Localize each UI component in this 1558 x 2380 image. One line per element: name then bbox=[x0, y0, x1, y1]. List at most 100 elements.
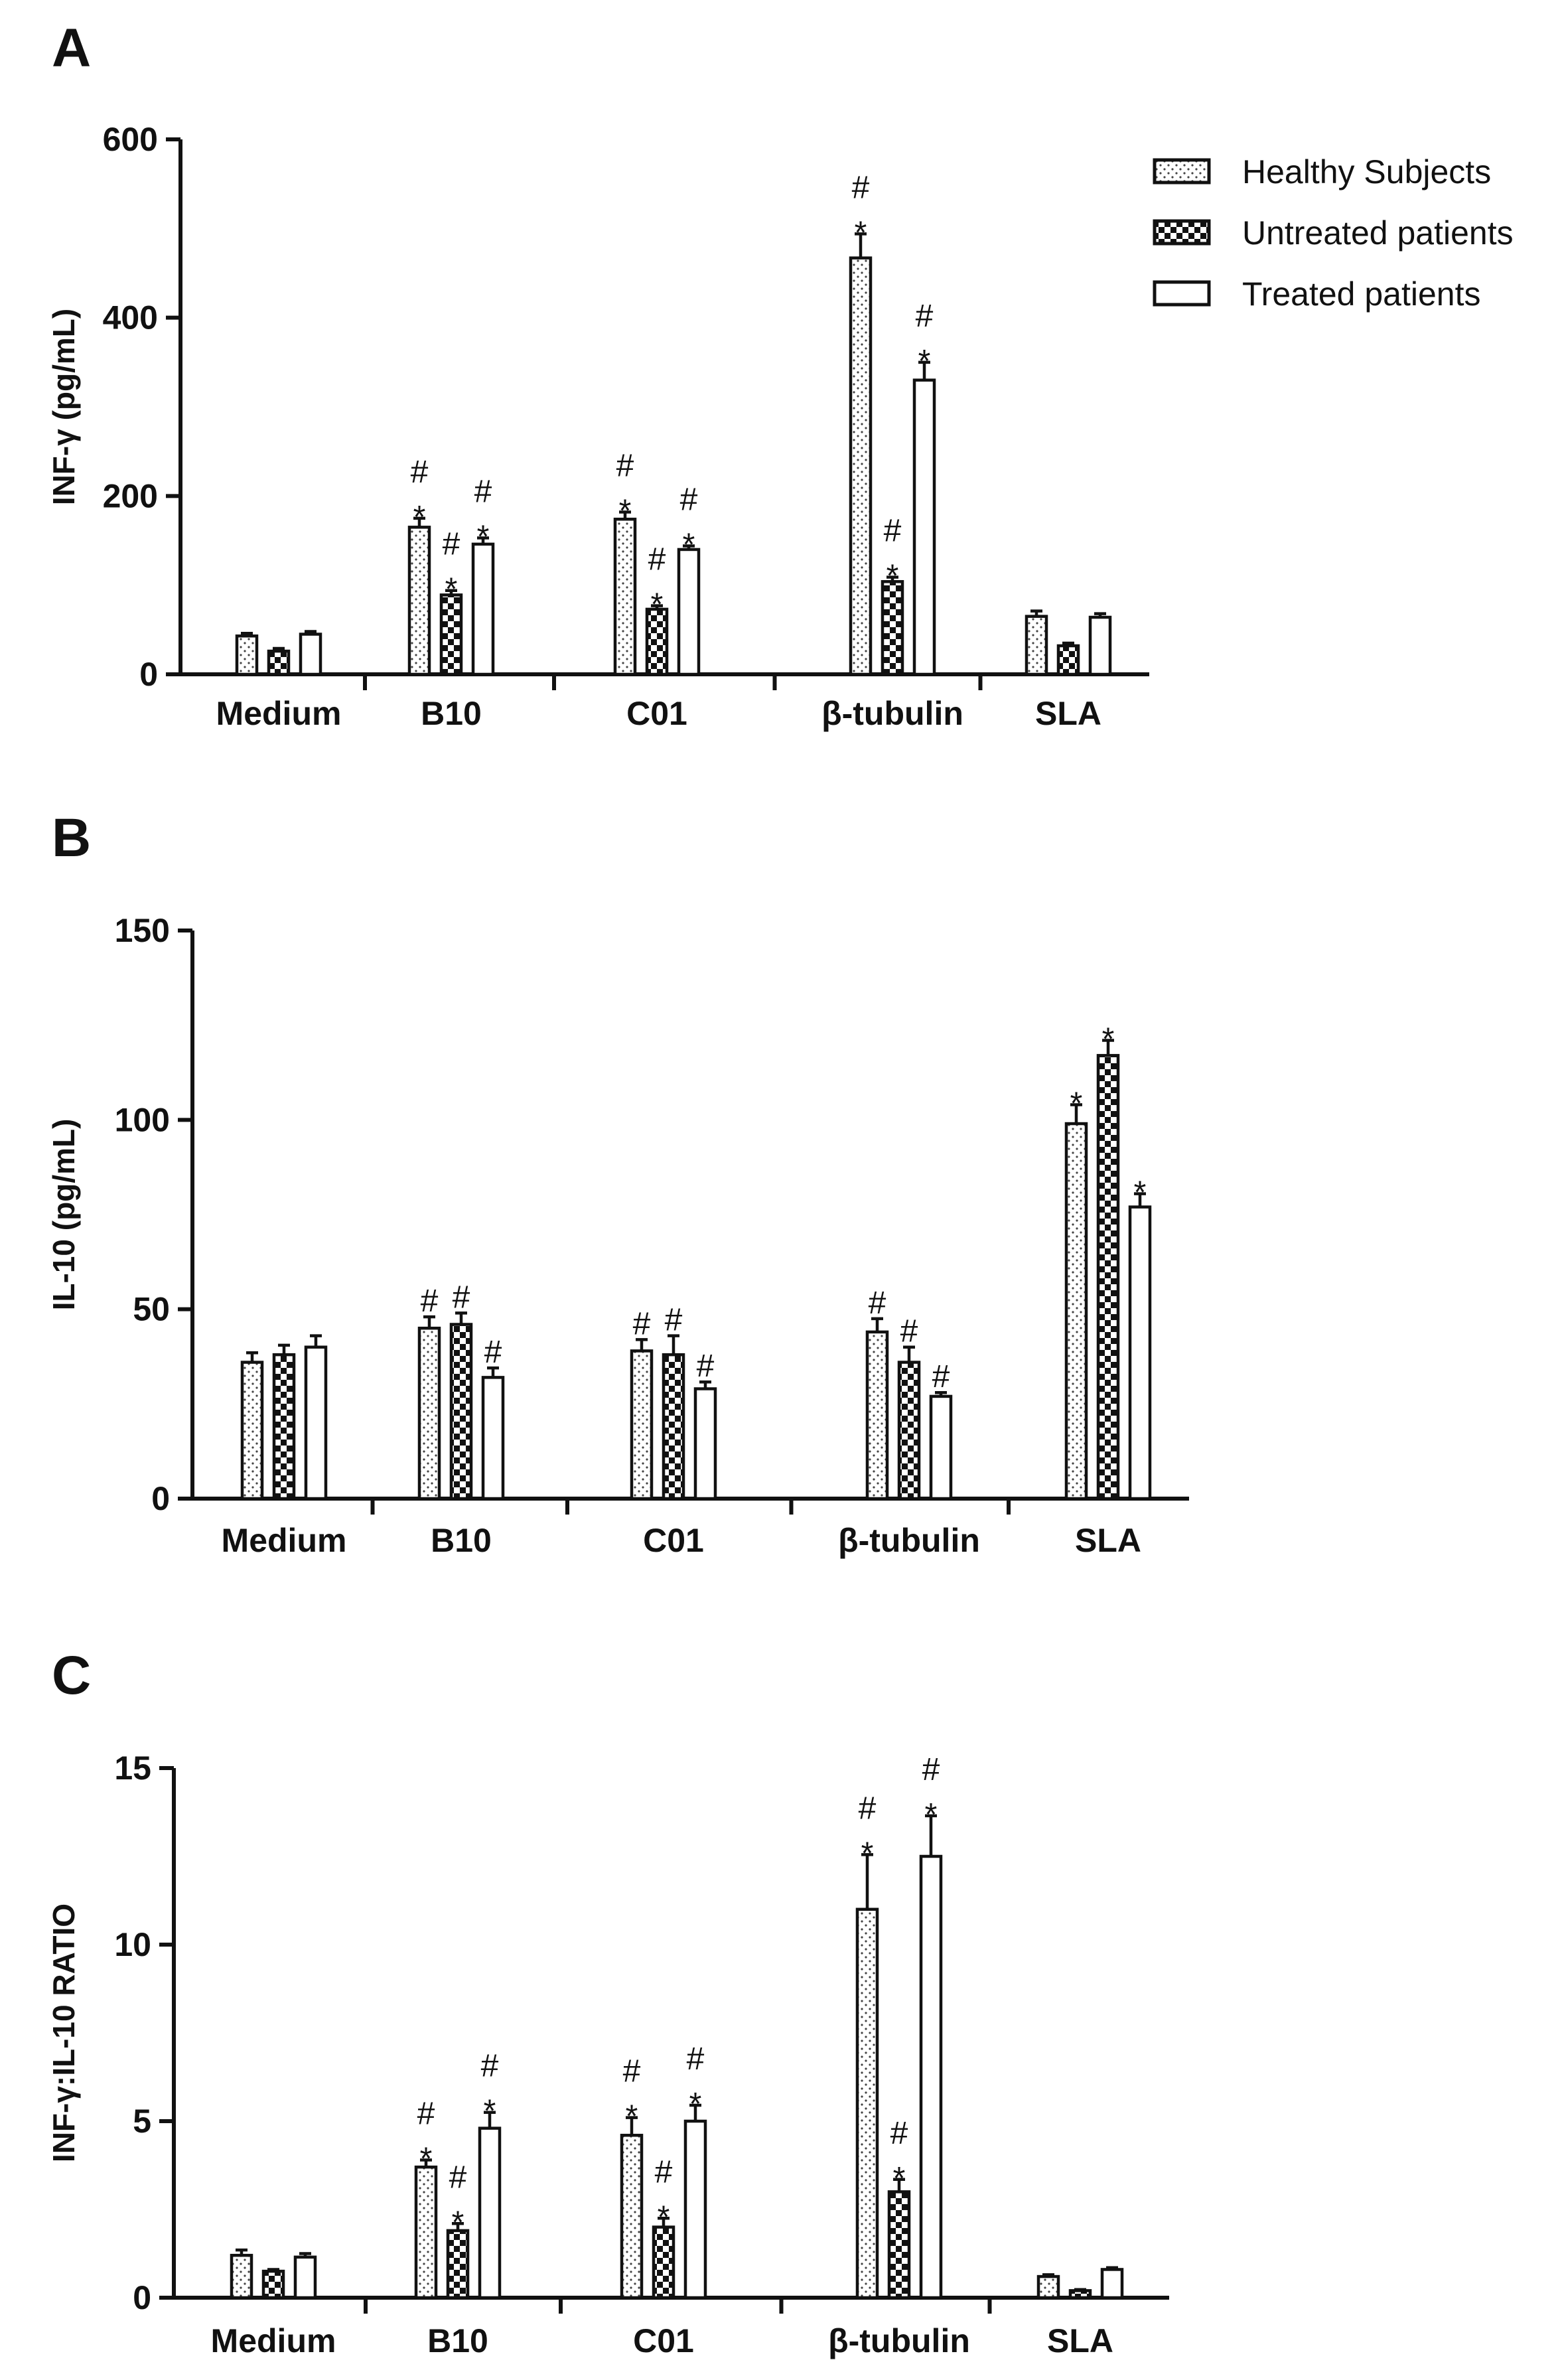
annotation-untreated-c01: # bbox=[655, 2154, 673, 2190]
annotation-treated-c01: # bbox=[697, 1349, 715, 1384]
y-tick-label: 15 bbox=[114, 1749, 151, 1787]
y-axis-title: INF-γ:IL-10 RATIO bbox=[46, 1903, 81, 2162]
bar-untreated-c01 bbox=[662, 1353, 685, 1501]
x-category-label-medium: Medium bbox=[211, 2322, 336, 2359]
annotation-untreated-c01: * bbox=[658, 2199, 670, 2235]
annotation-treated-beta-tubulin: * bbox=[918, 344, 931, 379]
annotation-treated-c01: # bbox=[687, 2042, 705, 2077]
panel-a: A INF-γ (pg/mL) 0 200 400 600 Medium B10 C01 β-tu… bbox=[46, 18, 1149, 732]
y-axis-title: IL-10 (pg/mL) bbox=[46, 1119, 81, 1311]
annotation-healthy-c01: * bbox=[619, 494, 632, 529]
bar-untreated-sla bbox=[1056, 644, 1080, 676]
bar-treated-beta-tubulin bbox=[929, 1394, 953, 1501]
bar-healthy-beta-tubulin bbox=[865, 1330, 889, 1501]
x-category-label-beta-tubulin: β-tubulin bbox=[821, 695, 963, 732]
legend-item-treated: Treated patients bbox=[1153, 275, 1480, 313]
legend-swatch-healthy bbox=[1153, 158, 1211, 185]
bar-untreated-b10 bbox=[449, 1323, 473, 1501]
legend: Healthy Subjects Untreated patients Trea… bbox=[1153, 153, 1514, 313]
bar-untreated-beta-tubulin bbox=[897, 1361, 921, 1501]
annotation-healthy-b10: * bbox=[413, 500, 426, 535]
bar-treated-sla bbox=[1088, 615, 1112, 676]
x-category-label-sla: SLA bbox=[1047, 2322, 1113, 2359]
annotation-untreated-beta-tubulin: # bbox=[890, 2116, 908, 2151]
annotation-healthy-b10: * bbox=[420, 2142, 433, 2177]
x-category-label-b10: B10 bbox=[421, 695, 482, 732]
annotation-healthy-c01: * bbox=[626, 2099, 638, 2134]
x-category-label-medium: Medium bbox=[216, 695, 342, 732]
annotation-treated-b10: # bbox=[481, 2049, 499, 2084]
panel-letter: B bbox=[52, 808, 91, 868]
annotation-untreated-b10: * bbox=[452, 2205, 464, 2240]
y-tick-label: 600 bbox=[103, 121, 158, 158]
bar-healthy-medium bbox=[235, 634, 259, 676]
bar-untreated-sla bbox=[1068, 2289, 1092, 2300]
annotation-untreated-b10: # bbox=[443, 527, 460, 562]
annotation-untreated-c01: * bbox=[651, 587, 664, 623]
panel-c: C INF-γ:IL-10 RATIO 0 5 10 15 Medium B10 C01 β-tu… bbox=[46, 1645, 1169, 2359]
x-category-label-b10: B10 bbox=[427, 2322, 488, 2359]
bar-treated-beta-tubulin bbox=[912, 378, 936, 676]
y-tick-label: 0 bbox=[133, 2279, 151, 2316]
bar-healthy-beta-tubulin bbox=[855, 1907, 879, 2300]
annotation-treated-b10: # bbox=[474, 474, 492, 509]
panel-letter: A bbox=[52, 18, 91, 78]
bar-healthy-c01 bbox=[613, 518, 637, 676]
bar-treated-medium bbox=[304, 1345, 328, 1501]
annotation-untreated-beta-tubulin: # bbox=[900, 1314, 918, 1349]
annotation-healthy-b10: # bbox=[417, 2097, 435, 2132]
annotation-treated-c01: * bbox=[683, 528, 695, 563]
legend-swatch-untreated bbox=[1153, 219, 1211, 246]
panel-letter: C bbox=[52, 1645, 91, 1706]
bar-untreated-medium bbox=[261, 2269, 285, 2300]
bar-treated-b10 bbox=[481, 1376, 505, 1501]
annotation-untreated-b10: # bbox=[453, 1280, 470, 1315]
annotation-untreated-beta-tubulin: * bbox=[893, 2161, 906, 2196]
annotation-healthy-sla: * bbox=[1070, 1086, 1083, 1122]
annotation-healthy-b10: # bbox=[421, 1284, 439, 1319]
bar-treated-medium bbox=[299, 632, 322, 676]
bar-treated-b10 bbox=[471, 542, 495, 676]
bar-healthy-beta-tubulin bbox=[849, 256, 873, 676]
bar-untreated-beta-tubulin bbox=[887, 2190, 911, 2300]
annotation-untreated-b10: # bbox=[449, 2160, 467, 2195]
annotation-untreated-c01: # bbox=[648, 542, 666, 577]
panel-b: B IL-10 (pg/mL) 0 50 100 150 Medium B10 C01 β-tub… bbox=[46, 808, 1189, 1559]
annotation-healthy-beta-tubulin: * bbox=[861, 1836, 874, 1871]
x-category-label-c01: C01 bbox=[643, 1522, 704, 1559]
x-category-label-c01: C01 bbox=[633, 2322, 694, 2359]
bar-untreated-medium bbox=[267, 649, 291, 676]
x-category-label-c01: C01 bbox=[626, 695, 687, 732]
x-category-label-beta-tubulin: β-tubulin bbox=[838, 1522, 980, 1559]
bar-treated-c01 bbox=[677, 548, 701, 676]
annotation-treated-c01: # bbox=[680, 483, 698, 518]
y-tick-label: 0 bbox=[151, 1480, 170, 1517]
annotation-untreated-beta-tubulin: * bbox=[886, 559, 899, 594]
x-category-label-beta-tubulin: β-tubulin bbox=[828, 2322, 970, 2359]
annotation-treated-beta-tubulin: * bbox=[925, 1797, 938, 1832]
bar-healthy-c01 bbox=[620, 2134, 644, 2300]
legend-item-untreated: Untreated patients bbox=[1153, 214, 1514, 252]
annotation-untreated-beta-tubulin: # bbox=[884, 514, 902, 549]
annotation-treated-b10: * bbox=[477, 519, 490, 554]
bar-treated-sla bbox=[1100, 2268, 1124, 2300]
bar-untreated-b10 bbox=[446, 2229, 470, 2300]
bar-treated-beta-tubulin bbox=[919, 1854, 943, 2300]
annotation-healthy-c01: # bbox=[616, 449, 634, 484]
annotation-treated-b10: # bbox=[484, 1335, 502, 1370]
legend-label-treated: Treated patients bbox=[1242, 275, 1480, 313]
y-tick-label: 400 bbox=[103, 299, 158, 336]
x-category-label-sla: SLA bbox=[1075, 1522, 1141, 1559]
x-category-label-sla: SLA bbox=[1035, 695, 1101, 732]
annotation-healthy-beta-tubulin: # bbox=[859, 1791, 877, 1826]
y-tick-label: 0 bbox=[139, 656, 158, 693]
bar-untreated-sla bbox=[1096, 1054, 1120, 1501]
bar-healthy-c01 bbox=[630, 1349, 654, 1501]
annotation-treated-beta-tubulin: # bbox=[916, 299, 934, 334]
bar-healthy-b10 bbox=[414, 2165, 438, 2300]
bar-untreated-c01 bbox=[652, 2225, 675, 2300]
legend-label-healthy: Healthy Subjects bbox=[1242, 153, 1491, 190]
annotation-healthy-beta-tubulin: # bbox=[869, 1286, 886, 1321]
annotation-healthy-beta-tubulin: # bbox=[852, 170, 870, 205]
bar-treated-c01 bbox=[693, 1387, 717, 1501]
